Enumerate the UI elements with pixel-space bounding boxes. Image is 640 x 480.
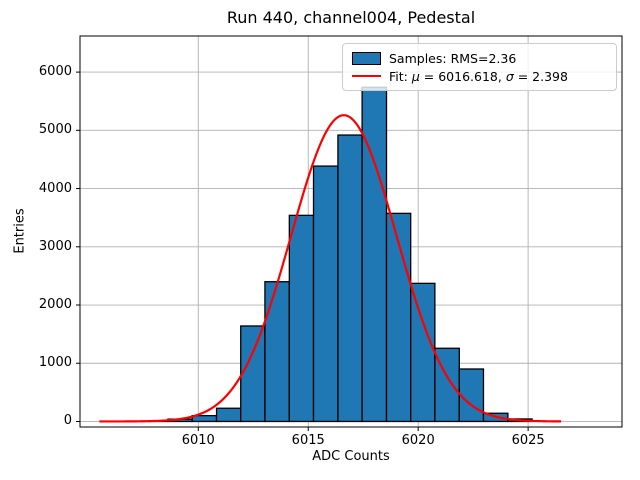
fit-curve: [99, 114, 562, 423]
histogram-bar: [288, 214, 315, 423]
y-tick-label: 6000: [38, 64, 72, 80]
legend-entry-fit: Fit: μ = 6016.618, σ = 2.398: [352, 67, 608, 85]
histogram-bar: [458, 368, 485, 423]
y-tick-label: 1000: [38, 355, 72, 371]
histogram-bar: [215, 407, 242, 423]
histogram-swatch-icon: [352, 51, 381, 65]
fit-line-swatch-icon: [352, 75, 381, 77]
legend-entry-samples: Samples: RMS=2.36: [352, 49, 608, 67]
histogram-bar: [410, 282, 436, 423]
y-tick-label: 4000: [38, 180, 72, 196]
axes-spines: [79, 35, 623, 428]
y-tick-label: 5000: [38, 122, 72, 138]
x-tick-label: 6010: [181, 433, 215, 448]
x-tick-label: 6015: [291, 433, 325, 448]
y-tick-label: 3000: [38, 238, 72, 254]
legend-samples-label: Samples: RMS=2.36: [389, 50, 517, 66]
legend: Samples: RMS=2.36 Fit: μ = 6016.618, σ =…: [342, 43, 617, 91]
chart-title: Run 440, channel004, Pedestal: [226, 8, 476, 27]
x-axis-label: ADC Counts: [312, 449, 390, 464]
histogram-bar: [264, 281, 290, 423]
histogram-bar: [312, 165, 339, 423]
y-tick-label: 0: [63, 413, 72, 429]
x-tick-label: 6020: [401, 433, 435, 448]
histogram-bar: [240, 325, 266, 423]
histogram-bar: [361, 86, 388, 423]
histogram-bar: [337, 134, 363, 423]
x-tick-label: 6025: [511, 433, 545, 448]
y-tick-label: 2000: [38, 297, 72, 312]
histogram-bar: [385, 212, 412, 423]
legend-fit-label: Fit: μ = 6016.618, σ = 2.398: [389, 68, 568, 84]
